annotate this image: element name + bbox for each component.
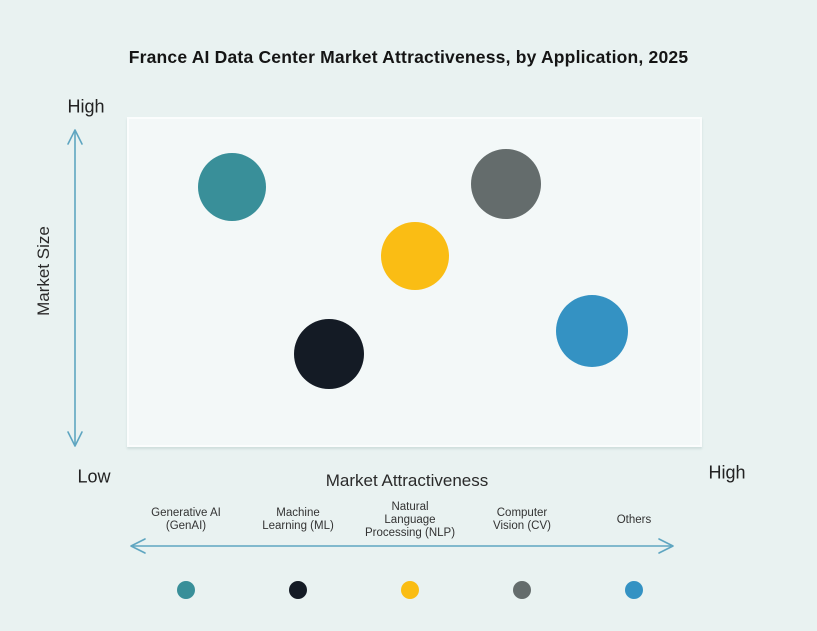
legend-dot-machine-learning-ml [289, 581, 307, 599]
legend-item-others: Others [578, 499, 690, 541]
legend-item-computer-vision-cv: Computer Vision (CV) [466, 499, 578, 541]
bubble-computer-vision-cv [470, 149, 541, 220]
plot-area [127, 117, 702, 447]
bubble-generative-ai-genai [197, 153, 266, 222]
legend-item-natural-language-processing-nlp: Natural Language Processing (NLP) [354, 499, 466, 541]
legend-label: Others [616, 513, 652, 526]
y-axis-low-label: Low [77, 466, 111, 487]
legend-dot-others [625, 581, 643, 599]
bubble-others [555, 294, 628, 367]
y-axis-arrow [67, 129, 83, 447]
legend-dot-computer-vision-cv [513, 581, 531, 599]
bubble-natural-language-processing-nlp [380, 221, 449, 290]
legend-dots [130, 581, 690, 599]
chart-title: France AI Data Center Market Attractiven… [128, 47, 689, 67]
y-axis-high-label: High [67, 96, 105, 117]
legend-axis-arrow [130, 538, 674, 554]
legend-label: Language [384, 513, 436, 526]
legend-label: (GenAI) [165, 520, 207, 532]
y-axis-title: Market Size [34, 226, 53, 316]
legend-label: Natural [391, 500, 429, 513]
x-axis-high-label: High [708, 462, 746, 483]
legend-label: Learning (ML) [262, 520, 334, 532]
legend-item-machine-learning-ml: Machine Learning (ML) [242, 499, 354, 541]
bubble-machine-learning-ml [293, 318, 364, 389]
legend-label: Generative AI [151, 507, 221, 519]
legend-label: Machine [276, 507, 320, 519]
x-axis-title: Market Attractiveness [325, 471, 489, 490]
legend-item-generative-ai-genai: Generative AI (GenAI) [130, 499, 242, 541]
legend-labels: Generative AI (GenAI) Machine Learning (ML)… [130, 499, 690, 541]
legend-label: Computer [496, 507, 548, 519]
legend-label: Vision (CV) [493, 520, 551, 532]
legend-label: Processing (NLP) [364, 526, 456, 539]
legend-dot-natural-language-processing-nlp [401, 581, 419, 599]
legend-dot-generative-ai-genai [177, 581, 195, 599]
